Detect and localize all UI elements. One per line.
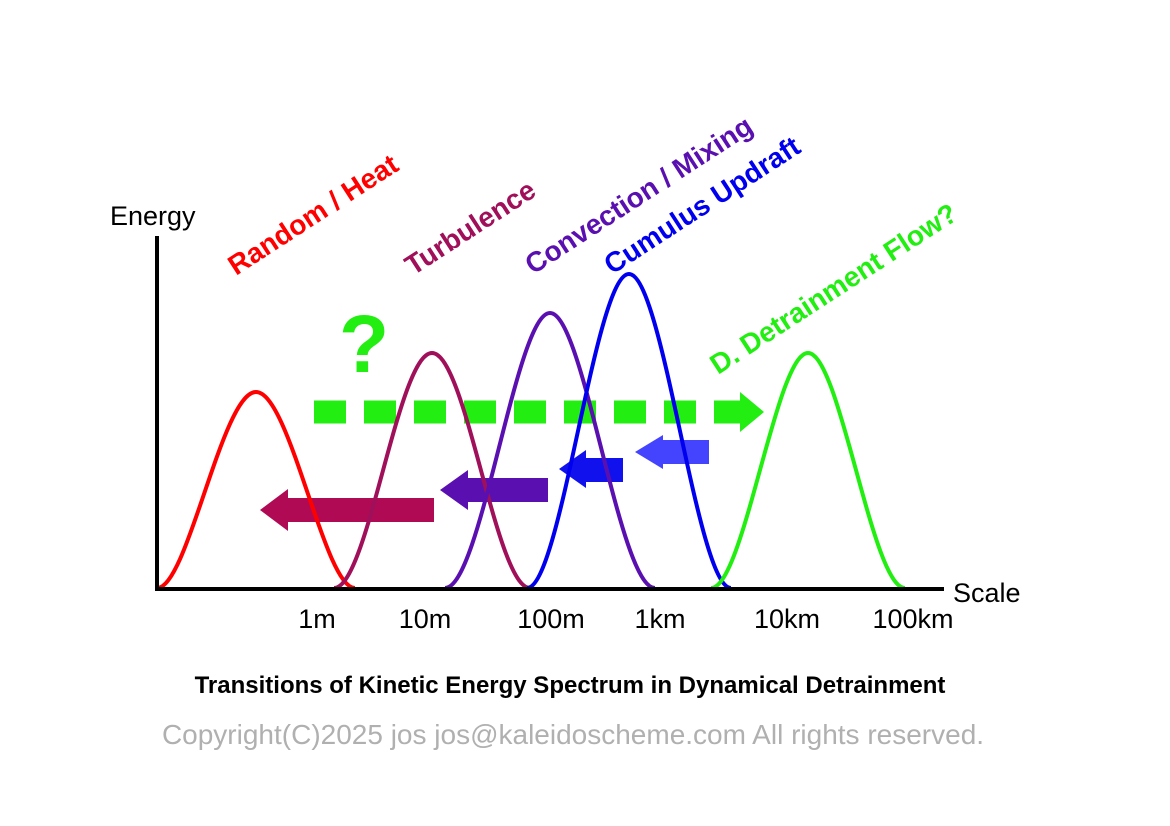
x-tick-label-10m: 10m (399, 604, 452, 634)
peak-label-random-heat: Random / Heat (222, 148, 403, 281)
x-tick-label-100km: 100km (872, 604, 953, 634)
peak-label-turbulence: Turbulence (399, 174, 541, 281)
x-tick-label-1km: 1km (634, 604, 685, 634)
peak-curve-detrainment-flow (710, 350, 906, 590)
x-axis-label: Scale (953, 578, 1021, 608)
peak-curve-random-heat (156, 389, 356, 590)
peak-curve-cumulus-updraft (526, 271, 732, 590)
diagram-caption: Transitions of Kinetic Energy Spectrum i… (194, 672, 946, 699)
y-axis-label: Energy (110, 201, 196, 231)
backward-arrow-convection (440, 470, 548, 510)
x-tick-label-10km: 10km (754, 604, 820, 634)
backward-arrow-detrainment (635, 435, 709, 469)
x-tick-label-1m: 1m (298, 604, 336, 634)
peak-curve-turbulence (333, 350, 531, 590)
backward-arrow-turbulence (260, 489, 434, 531)
forward-dashed-arrow-head (740, 392, 764, 432)
forward-dashed-arrow (314, 392, 764, 432)
copyright-notice: Copyright(C)2025 jos jos@kaleidoscheme.c… (161, 719, 985, 750)
x-tick-label-100m: 100m (517, 604, 585, 634)
peak-curve-convection-mixing (444, 310, 656, 590)
question-mark: ? (339, 299, 389, 390)
peak-label-detrainment-flow: D. Detrainment Flow? (704, 197, 962, 380)
